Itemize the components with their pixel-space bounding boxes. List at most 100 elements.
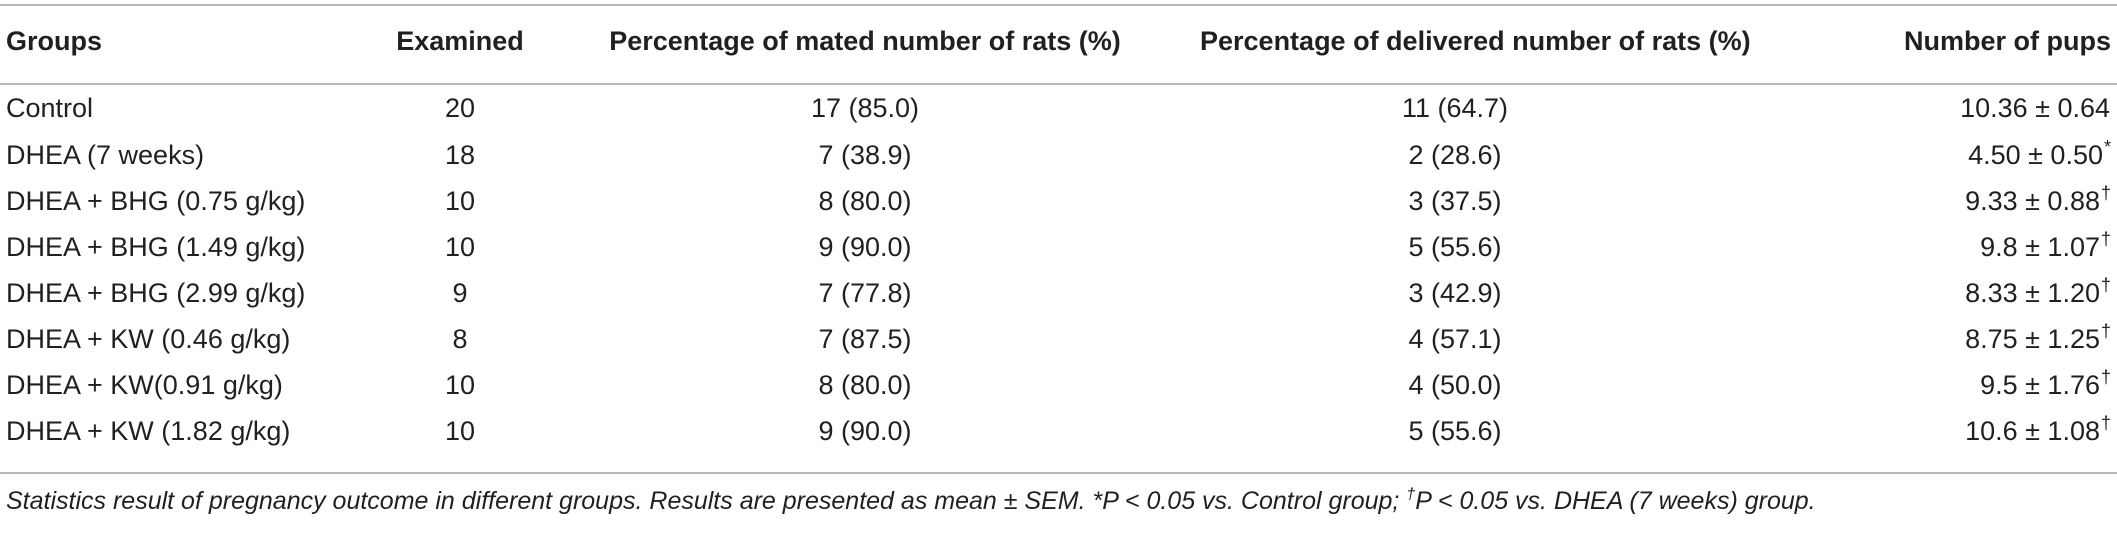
cell-examined-text: 10 [444, 186, 476, 216]
cell-group-text: DHEA + BHG (1.49 g/kg) [6, 232, 306, 262]
cell-pups: 9.33 ± 0.88† [1800, 178, 2111, 227]
table-top-rule [0, 4, 2117, 6]
cell-pups-text: 4.50 ± 0.50 [1968, 140, 2103, 170]
cell-pups-text: 9.5 ± 1.76 [1980, 370, 2100, 400]
header-bottom-rule [0, 83, 2117, 85]
table-caption: Statistics result of pregnancy outcome i… [6, 481, 1816, 525]
cell-delivered: 2 (28.6) [1200, 132, 1710, 178]
significance-mark: * [2103, 137, 2111, 157]
cell-pups: 4.50 ± 0.50* [1800, 132, 2111, 181]
cell-pups-text: 10.36 ± 0.64 [1960, 93, 2110, 123]
caption-text-part1: Statistics result of pregnancy outcome i… [6, 487, 1407, 515]
cell-pups: 10.36 ± 0.64 [1800, 85, 2111, 134]
cell-pups: 10.6 ± 1.08† [1800, 408, 2111, 457]
cell-mated: 7 (87.5) [580, 316, 1150, 362]
cell-delivered-text: 4 (57.1) [1408, 324, 1502, 354]
cell-delivered-text: 5 (55.6) [1408, 416, 1502, 446]
header-pups: Number of pups [1904, 26, 2111, 56]
cell-group: DHEA + BHG (2.99 g/kg) [6, 270, 305, 316]
cell-examined: 9 [340, 270, 580, 316]
significance-mark: † [2100, 413, 2111, 433]
cell-group-text: DHEA + BHG (2.99 g/kg) [6, 278, 306, 308]
cell-mated: 7 (77.8) [580, 270, 1150, 316]
cell-delivered: 5 (55.6) [1200, 408, 1710, 454]
cell-group-text: Control [6, 93, 94, 123]
table-header-row: Groups Examined Percentage of mated numb… [0, 18, 2117, 64]
cell-group-text: DHEA + BHG (0.75 g/kg) [6, 186, 306, 216]
cell-pups: 8.33 ± 1.20† [1800, 270, 2111, 319]
cell-delivered: 5 (55.6) [1200, 224, 1710, 270]
cell-mated: 7 (38.9) [580, 132, 1150, 178]
cell-examined-text: 20 [444, 93, 476, 123]
significance-mark: † [2100, 367, 2111, 387]
cell-delivered: 3 (42.9) [1200, 270, 1710, 316]
cell-delivered-text: 3 (37.5) [1408, 186, 1502, 216]
cell-examined-text: 10 [444, 416, 476, 446]
significance-mark: † [2100, 275, 2111, 295]
cell-delivered: 4 (50.0) [1200, 362, 1710, 408]
table-row: DHEA + BHG (1.49 g/kg) 10 9 (90.0) 5 (55.6)… [0, 224, 2117, 270]
cell-group: DHEA + KW(0.91 g/kg) [6, 362, 283, 408]
table-row: DHEA + BHG (2.99 g/kg) 9 7 (77.8) 3 (42.9) 8… [0, 270, 2117, 316]
cell-mated-text: 7 (87.5) [818, 324, 912, 354]
cell-delivered-text: 3 (42.9) [1408, 278, 1502, 308]
cell-examined: 10 [340, 224, 580, 270]
cell-mated: 8 (80.0) [580, 362, 1150, 408]
cell-group: DHEA + BHG (0.75 g/kg) [6, 178, 305, 224]
cell-group-text: DHEA (7 weeks) [6, 140, 205, 170]
cell-examined-text: 18 [444, 140, 476, 170]
table-bottom-rule [0, 472, 2117, 474]
significance-mark: † [2100, 229, 2111, 249]
header-delivered: Percentage of delivered number of rats (… [1200, 26, 1751, 56]
cell-pups-text: 9.8 ± 1.07 [1980, 232, 2100, 262]
cell-mated: 9 (90.0) [580, 408, 1150, 454]
cell-pups: 8.75 ± 1.25† [1800, 316, 2111, 365]
cell-mated-text: 7 (38.9) [818, 140, 912, 170]
cell-group: DHEA + KW (0.46 g/kg) [6, 316, 290, 362]
cell-examined: 10 [340, 178, 580, 224]
cell-delivered-text: 2 (28.6) [1408, 140, 1502, 170]
significance-mark: † [2100, 321, 2111, 341]
cell-group-text: DHEA + KW (0.46 g/kg) [6, 324, 291, 354]
cell-group: Control [6, 85, 93, 131]
cell-delivered-text: 4 (50.0) [1408, 370, 1502, 400]
cell-pups-text: 8.33 ± 1.20 [1965, 278, 2100, 308]
significance-mark: † [2100, 183, 2111, 203]
table-row: DHEA + KW(0.91 g/kg) 10 8 (80.0) 4 (50.0) 9.… [0, 362, 2117, 408]
cell-pups-text: 9.33 ± 0.88 [1965, 186, 2100, 216]
cell-pups: 9.5 ± 1.76† [1800, 362, 2111, 411]
cell-delivered: 4 (57.1) [1200, 316, 1710, 362]
cell-group-text: DHEA + KW(0.91 g/kg) [6, 370, 283, 400]
cell-group: DHEA + KW (1.82 g/kg) [6, 408, 290, 454]
cell-mated-text: 8 (80.0) [818, 186, 912, 216]
header-groups: Groups [6, 26, 103, 56]
cell-delivered-text: 11 (64.7) [1401, 93, 1509, 123]
table-row: Control 20 17 (85.0) 11 (64.7) 10.36 ± 0.64 [0, 85, 2117, 131]
cell-mated-text: 9 (90.0) [818, 232, 912, 262]
table-row: DHEA (7 weeks) 18 7 (38.9) 2 (28.6) 4.50 ± 0… [0, 132, 2117, 178]
cell-group: DHEA (7 weeks) [6, 132, 204, 178]
cell-pups-text: 8.75 ± 1.25 [1965, 324, 2100, 354]
header-mated: Percentage of mated number of rats (%) [609, 26, 1121, 56]
header-examined: Examined [396, 26, 524, 56]
cell-examined-text: 10 [444, 370, 476, 400]
cell-examined-text: 8 [452, 324, 468, 354]
caption-dagger-mark: † [1406, 486, 1416, 503]
cell-examined: 8 [340, 316, 580, 362]
cell-group: DHEA + BHG (1.49 g/kg) [6, 224, 305, 270]
cell-mated: 8 (80.0) [580, 178, 1150, 224]
cell-examined-text: 9 [452, 278, 468, 308]
cell-mated-text: 17 (85.0) [810, 93, 920, 123]
cell-pups: 9.8 ± 1.07† [1800, 224, 2111, 273]
cell-delivered-text: 5 (55.6) [1408, 232, 1502, 262]
cell-mated-text: 8 (80.0) [818, 370, 912, 400]
cell-mated-text: 7 (77.8) [818, 278, 912, 308]
caption-text-part2: P < 0.05 vs. DHEA (7 weeks) group. [1415, 487, 1816, 515]
table-row: DHEA + BHG (0.75 g/kg) 10 8 (80.0) 3 (37.5)… [0, 178, 2117, 224]
cell-examined: 20 [340, 85, 580, 131]
table-row: DHEA + KW (0.46 g/kg) 8 7 (87.5) 4 (57.1) 8.… [0, 316, 2117, 362]
cell-examined: 10 [340, 362, 580, 408]
cell-mated-text: 9 (90.0) [818, 416, 912, 446]
table-row: DHEA + KW (1.82 g/kg) 10 9 (90.0) 5 (55.6) 1… [0, 408, 2117, 454]
